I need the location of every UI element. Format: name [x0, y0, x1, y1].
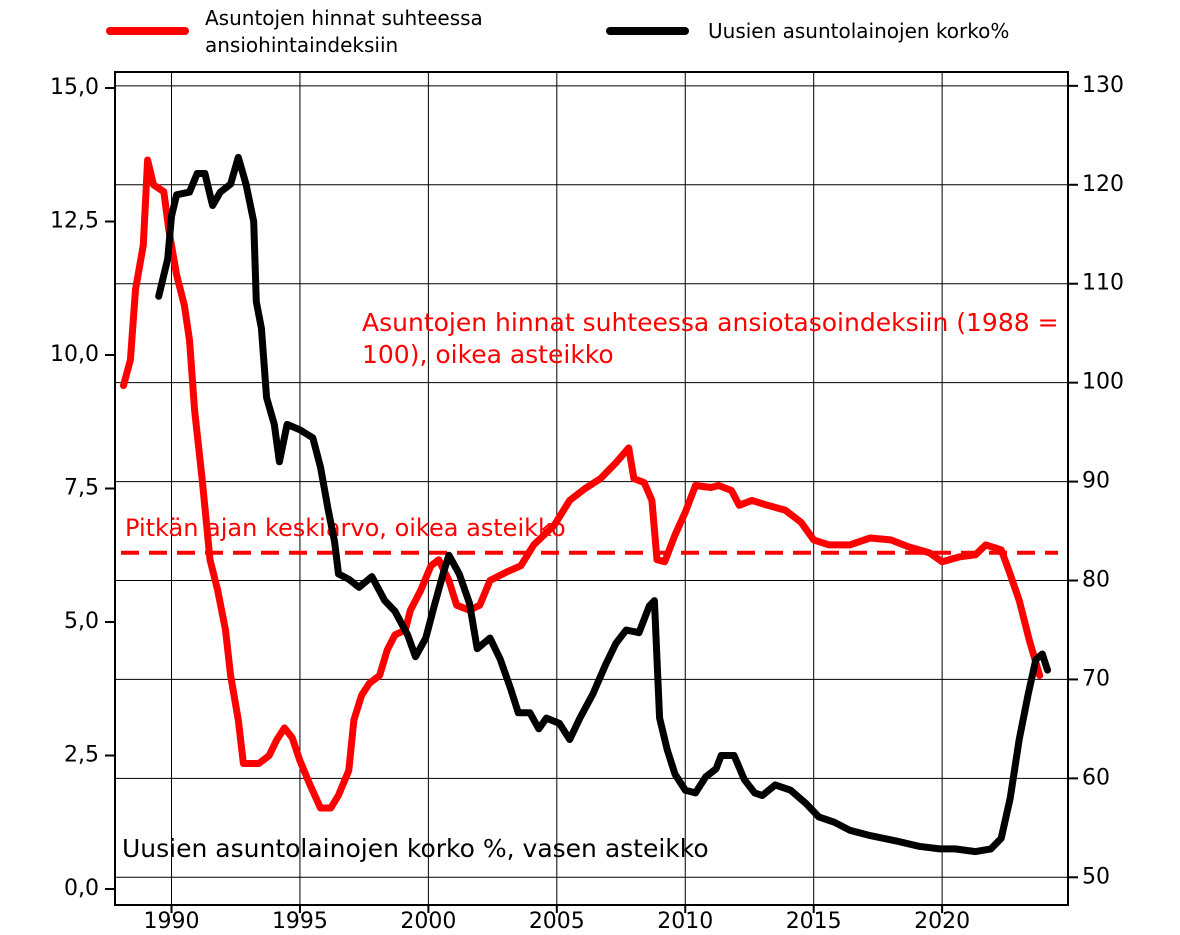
x-tick-label: 1995	[272, 909, 328, 934]
y2-tick-label: 130	[1082, 73, 1124, 98]
y2-tick-label: 60	[1082, 765, 1110, 790]
y2-tick-label: 110	[1082, 271, 1124, 296]
y2-tick-label: 70	[1082, 666, 1110, 691]
y2-tick-label: 100	[1082, 370, 1124, 395]
y-tick-label: 12,5	[50, 209, 99, 234]
x-tick-label: 2020	[914, 909, 970, 934]
annotation: Uusien asuntolainojen korko %, vasen ast…	[122, 834, 709, 863]
y2-tick-label: 120	[1082, 172, 1124, 197]
legend-text: Asuntojen hinnat suhteessa ansiohintaind…	[205, 6, 483, 57]
y2-tick-label: 90	[1082, 469, 1110, 494]
x-tick-label: 1990	[144, 909, 200, 934]
y-tick-label: 0,0	[64, 876, 99, 901]
y2-tick-label: 80	[1082, 568, 1110, 593]
y-tick-label: 2,5	[64, 742, 99, 767]
x-tick-label: 2015	[786, 909, 842, 934]
average-label: Pitkän ajan keskiarvo, oikea asteikko	[125, 514, 566, 542]
y-tick-label: 10,0	[50, 342, 99, 367]
x-tick-label: 2000	[400, 909, 456, 934]
y-tick-label: 5,0	[64, 609, 99, 634]
x-tick-label: 2005	[529, 909, 585, 934]
y-tick-label: 15,0	[50, 75, 99, 100]
y2-tick-label: 50	[1082, 864, 1110, 889]
legend-text: Uusien asuntolainojen korko%	[708, 19, 1010, 43]
x-tick-label: 2010	[657, 909, 713, 934]
y-tick-label: 7,5	[64, 476, 99, 501]
data-line	[155, 153, 1051, 856]
annotation: Asuntojen hinnat suhteessa ansiotasoinde…	[362, 308, 1059, 369]
